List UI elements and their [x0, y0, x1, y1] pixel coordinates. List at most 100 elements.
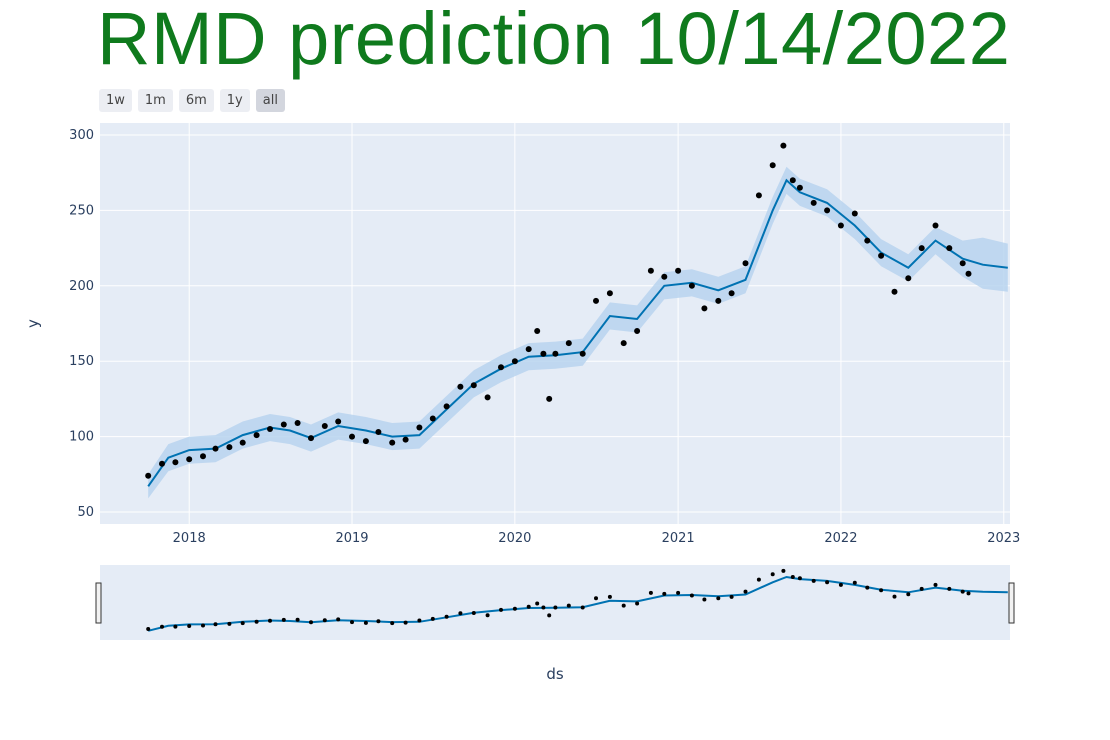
- x-tick-label: 2021: [662, 531, 695, 546]
- range-slider-point: [662, 591, 667, 596]
- range-slider-point: [838, 582, 843, 587]
- actual-point: [362, 438, 369, 445]
- range-slider-point: [350, 620, 354, 625]
- actual-point: [878, 252, 885, 259]
- y-tick-label: 50: [77, 505, 94, 520]
- range-slider-point: [676, 590, 681, 595]
- actual-point: [579, 350, 586, 357]
- actual-point: [200, 453, 206, 460]
- range-slider-point: [756, 577, 761, 582]
- range-slider-point: [512, 606, 517, 611]
- range-slider-point: [960, 589, 965, 594]
- actual-point: [864, 237, 871, 244]
- actual-point: [769, 162, 776, 169]
- range-button-1w[interactable]: 1w: [99, 89, 132, 112]
- y-tick-label: 300: [69, 128, 94, 143]
- actual-point: [824, 207, 831, 214]
- range-slider-point: [702, 597, 707, 602]
- actual-point: [484, 394, 491, 401]
- range-slider-point: [797, 576, 802, 581]
- x-axis-title: ds: [546, 665, 564, 683]
- range-slider-point: [376, 619, 381, 624]
- x-tick-label: 2023: [987, 531, 1020, 546]
- range-slider-point: [430, 616, 435, 621]
- range-slider-point: [906, 592, 911, 597]
- range-slider-point: [295, 617, 300, 622]
- chart-title: RMD prediction 10/14/2022: [97, 0, 1011, 80]
- range-slider-point: [566, 603, 571, 608]
- actual-point: [546, 395, 553, 402]
- range-slider[interactable]: [95, 565, 1015, 640]
- range-slider-point: [160, 624, 164, 629]
- actual-point: [159, 460, 165, 467]
- range-slider-point: [790, 575, 795, 579]
- actual-point: [457, 383, 464, 390]
- actual-point: [145, 472, 152, 479]
- range-slider-point: [444, 614, 449, 619]
- actual-point: [511, 358, 518, 365]
- actual-point: [891, 288, 898, 295]
- range-slider-point: [499, 607, 503, 612]
- range-slider-background: [100, 565, 1010, 640]
- actual-point: [905, 275, 912, 282]
- actual-point: [796, 184, 803, 191]
- actual-point: [965, 270, 972, 277]
- range-slider-point: [947, 586, 952, 591]
- range-slider-point: [268, 618, 272, 623]
- range-slider-point: [390, 621, 395, 626]
- range-slider-point: [526, 604, 531, 609]
- actual-point: [534, 328, 541, 334]
- range-slider-point: [553, 605, 558, 610]
- range-slider-point: [322, 618, 327, 623]
- actual-point: [675, 267, 682, 274]
- range-slider-point: [825, 580, 830, 585]
- range-slider-point: [201, 623, 205, 628]
- range-slider-point: [607, 594, 612, 599]
- range-button-1y[interactable]: 1y: [219, 89, 250, 112]
- range-slider-point: [336, 617, 341, 622]
- x-tick-label: 2022: [824, 531, 857, 546]
- range-slider-point: [580, 605, 585, 610]
- range-button-all[interactable]: all: [255, 89, 285, 112]
- range-slider-point: [879, 588, 884, 593]
- actual-point: [837, 222, 844, 229]
- actual-point: [946, 245, 953, 252]
- range-slider-right-handle[interactable]: [1008, 582, 1015, 624]
- actual-point: [172, 459, 179, 466]
- actual-point: [212, 445, 219, 452]
- actual-point: [294, 420, 301, 426]
- actual-point: [267, 426, 273, 432]
- range-slider-point: [363, 620, 368, 625]
- range-slider-point: [865, 585, 870, 590]
- range-slider-point: [240, 621, 245, 626]
- actual-point: [565, 340, 572, 347]
- actual-point: [280, 421, 287, 428]
- range-slider-point: [458, 611, 463, 616]
- actual-point: [634, 328, 641, 334]
- actual-point: [349, 433, 355, 440]
- range-slider-point: [689, 593, 694, 598]
- range-button-1m[interactable]: 1m: [137, 89, 173, 112]
- actual-point: [688, 282, 695, 289]
- range-slider-left-handle[interactable]: [95, 582, 102, 624]
- actual-point: [443, 403, 450, 410]
- actual-point: [715, 297, 722, 304]
- x-tick-label: 2018: [173, 531, 206, 546]
- range-slider-point: [811, 578, 816, 583]
- range-slider-point: [648, 590, 653, 595]
- range-slider-point: [852, 580, 857, 585]
- range-slider-point: [187, 624, 192, 628]
- actual-point: [253, 432, 260, 439]
- actual-point: [755, 192, 762, 199]
- actual-point: [402, 436, 409, 443]
- y-tick-label: 200: [69, 279, 94, 294]
- range-slider-point: [966, 591, 971, 596]
- range-slider-point: [213, 622, 218, 627]
- range-slider-point: [485, 613, 490, 618]
- range-slider-point: [541, 605, 546, 610]
- actual-point: [525, 346, 532, 353]
- actual-point: [647, 267, 654, 274]
- range-slider-point: [547, 613, 552, 618]
- range-button-6m[interactable]: 6m: [178, 89, 214, 112]
